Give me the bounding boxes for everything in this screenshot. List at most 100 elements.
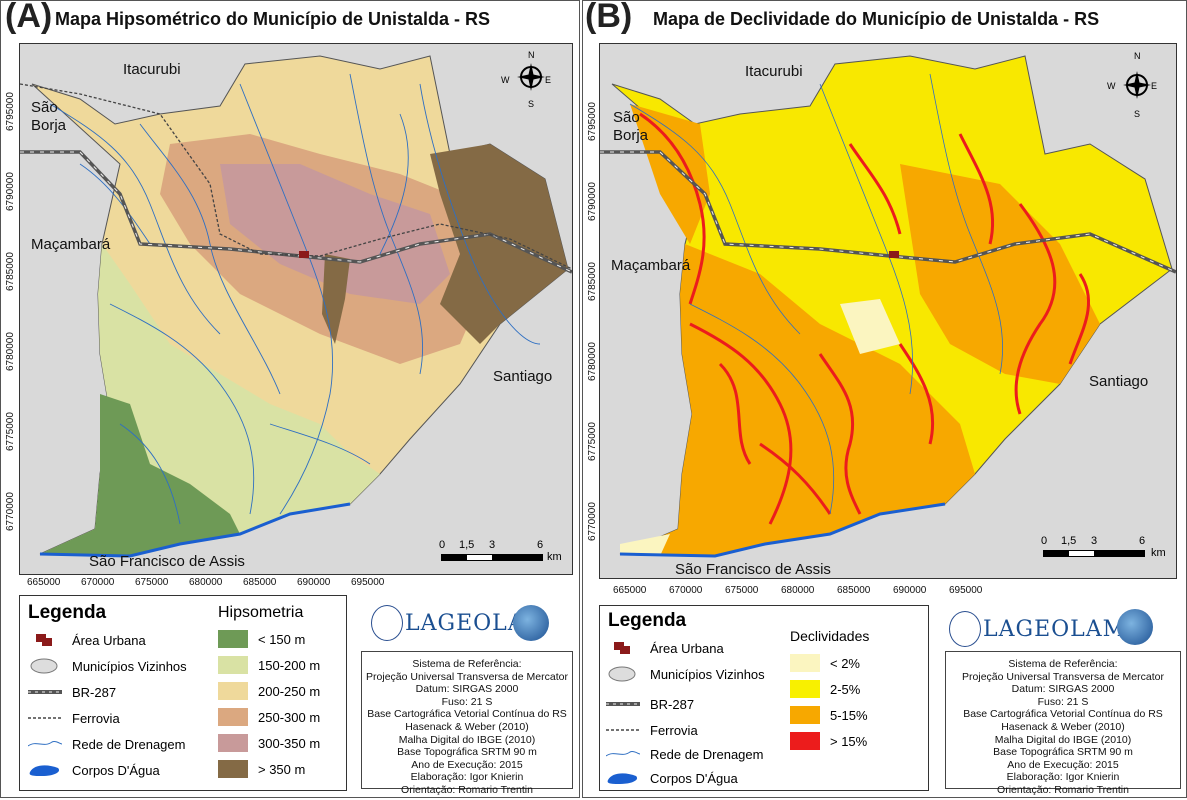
- map-frame: [599, 43, 1177, 579]
- legend-class-swatch: [790, 732, 820, 750]
- legend-class-label: 300-350 m: [258, 735, 321, 751]
- legend-item-br287: BR-287: [28, 684, 117, 700]
- legend-class-3: 250-300 m: [218, 708, 320, 726]
- place-itacurubi: Itacurubi: [123, 61, 181, 78]
- slope-map: [600, 44, 1176, 578]
- urban-area: [889, 251, 899, 258]
- map-title: Mapa de Declividade do Município de Unis…: [653, 9, 1100, 29]
- place-santiago: Santiago: [1089, 373, 1149, 390]
- legend-class-label: < 150 m: [258, 631, 306, 647]
- map-frame: [19, 43, 573, 575]
- slope-5-15-zone-b: [900, 164, 1100, 384]
- legend-class-1: 2-5%: [790, 680, 860, 698]
- y-tick-3: 6785000: [587, 262, 598, 301]
- legend-class-label: 2-5%: [830, 681, 861, 697]
- legend-class-label: 250-300 m: [258, 709, 321, 725]
- legend-class-swatch: [218, 630, 248, 648]
- place-macambara: Maçambará: [611, 257, 691, 274]
- place-sao-borja-2: Borja: [613, 127, 649, 144]
- compass-s: S: [528, 99, 534, 109]
- x-tick-1: 665000: [27, 577, 61, 588]
- scale-bar: 0 1,5 3 6 km: [1041, 535, 1166, 559]
- zone-above-350: [430, 144, 568, 344]
- place-sao-borja-2: Borja: [31, 117, 67, 134]
- legend-class-label: 200-250 m: [258, 683, 321, 699]
- y-tick-4: 6780000: [587, 342, 598, 381]
- place-sao-borja-1: São: [613, 109, 640, 126]
- legend-class-1: 150-200 m: [218, 656, 320, 674]
- x-tick-7: 695000: [351, 577, 385, 588]
- slope-5-15-zone-a: [620, 244, 975, 556]
- compass-e: E: [545, 75, 551, 85]
- y-tick-6: 6770000: [5, 492, 16, 531]
- legend-item-urban: Área Urbana: [28, 632, 146, 648]
- water-body-edge: [39, 502, 351, 558]
- place-santiago: Santiago: [493, 368, 553, 385]
- compass-w: W: [501, 75, 510, 85]
- y-tick-5: 6775000: [587, 422, 598, 461]
- legend-class-swatch: [790, 706, 820, 724]
- lageolam-logo-text: LAGEOLAM: [983, 617, 1127, 642]
- legend-class-label: > 350 m: [258, 761, 306, 777]
- panel-label: (B): [585, 0, 633, 35]
- legend-class-swatch: [218, 734, 248, 752]
- north-arrow: N S E W: [1107, 49, 1157, 119]
- y-tick-4: 6780000: [5, 332, 16, 371]
- map-title: Mapa Hipsométrico do Município de Unista…: [55, 9, 491, 29]
- y-tick-3: 6785000: [5, 252, 16, 291]
- legend-item-urban: Área Urbana: [606, 640, 724, 656]
- legend-class-2: 200-250 m: [218, 682, 320, 700]
- x-tick-6: 690000: [297, 577, 331, 588]
- legend-box: Legenda Área Urbana Municípios Vizinhos …: [599, 605, 929, 791]
- reference-info: Sistema de Referência: Projeção Universa…: [361, 651, 573, 796]
- steep-slopes: [639, 112, 1090, 525]
- lageolam-globe-logo: [513, 605, 549, 641]
- legend-class-5: > 350 m: [218, 760, 305, 778]
- legend-class-label: < 2%: [830, 655, 860, 671]
- legend-class-swatch: [790, 654, 820, 672]
- legend-item-water: Corpos D'Água: [606, 770, 738, 786]
- x-tick-1: 665000: [613, 585, 647, 596]
- legend-class-0: < 2%: [790, 654, 860, 672]
- flat-zone: [840, 299, 900, 354]
- x-tick-5: 685000: [243, 577, 277, 588]
- scale-bar: 0 1,5 3 6 km: [439, 539, 562, 563]
- zone-300-350: [220, 164, 450, 304]
- x-tick-2: 670000: [81, 577, 115, 588]
- legend-item-railway: Ferrovia: [28, 710, 120, 726]
- legend-class-swatch: [790, 680, 820, 698]
- place-macambara: Maçambará: [31, 236, 111, 253]
- compass-n: N: [1134, 51, 1141, 61]
- railway: [20, 83, 572, 270]
- y-tick-1: 6795000: [5, 92, 16, 131]
- panel-slope: (B) Mapa de Declividade do Município de …: [582, 0, 1187, 798]
- x-tick-6: 690000: [893, 585, 927, 596]
- y-tick-2: 6790000: [5, 172, 16, 211]
- legend-class-3: > 15%: [790, 732, 867, 750]
- x-tick-7: 695000: [949, 585, 983, 596]
- compass-s: S: [1134, 109, 1140, 119]
- x-tick-3: 675000: [725, 585, 759, 596]
- x-tick-3: 675000: [135, 577, 169, 588]
- urban-area: [299, 251, 309, 258]
- reference-info: Sistema de Referência: Projeção Universa…: [945, 651, 1181, 796]
- legend-class-label: > 15%: [830, 733, 868, 749]
- legend-class-0: < 150 m: [218, 630, 305, 648]
- legend-class-2: 5-15%: [790, 706, 868, 724]
- x-tick-4: 680000: [189, 577, 223, 588]
- lageolam-globe-logo: [1117, 609, 1153, 645]
- class-title: Hipsometria: [218, 604, 304, 621]
- flat-zone-b: [620, 534, 670, 556]
- y-tick-2: 6790000: [587, 182, 598, 221]
- legend-class-swatch: [218, 682, 248, 700]
- legend-class-swatch: [218, 708, 248, 726]
- y-tick-5: 6775000: [5, 412, 16, 451]
- hypsometric-map: [20, 44, 572, 574]
- y-tick-6: 6770000: [587, 502, 598, 541]
- drainage-network: [629, 73, 1003, 515]
- legend-class-swatch: [218, 656, 248, 674]
- x-tick-4: 680000: [781, 585, 815, 596]
- x-tick-2: 670000: [669, 585, 703, 596]
- water-body-edge: [619, 502, 946, 558]
- drainage-network: [49, 73, 541, 525]
